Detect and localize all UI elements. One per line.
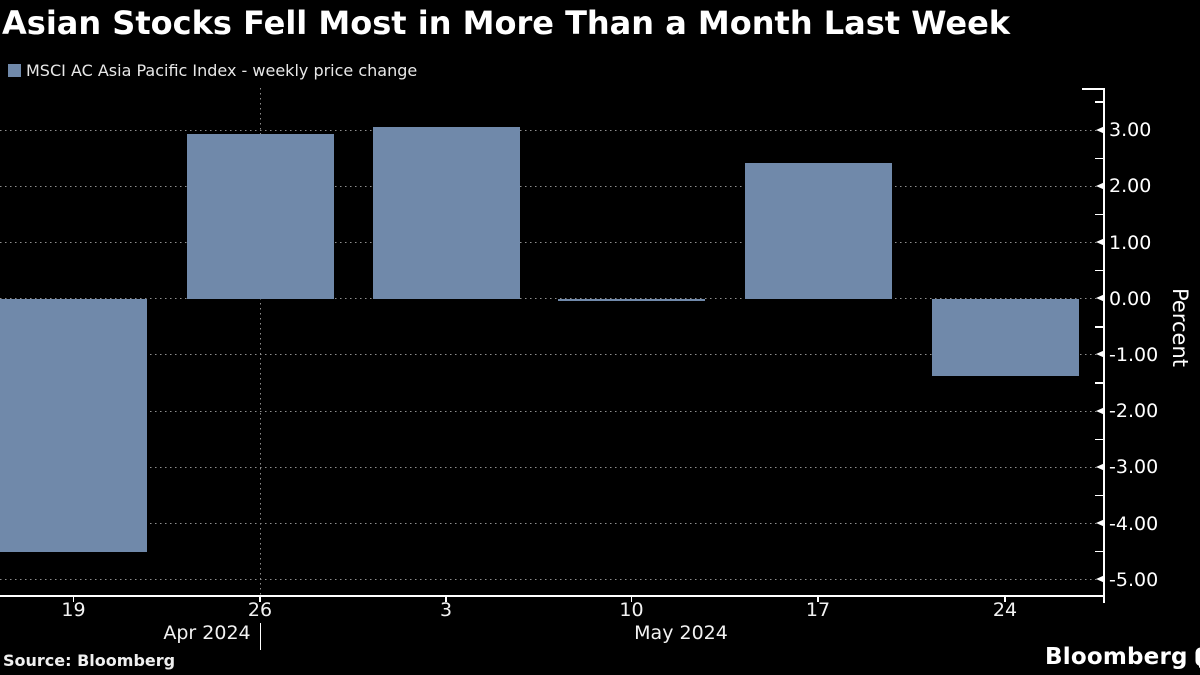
y-major-tick — [1096, 181, 1105, 190]
y-major-tick — [1096, 406, 1105, 415]
y-minor-tick — [1095, 382, 1103, 384]
bar — [744, 162, 892, 299]
y-tick-label: -1.00 — [1109, 343, 1159, 366]
bar — [558, 298, 705, 301]
y-minor-tick — [1095, 326, 1103, 328]
y-tick-label: -5.00 — [1109, 568, 1159, 591]
bar — [931, 298, 1079, 376]
y-axis-title: Percent — [1168, 288, 1192, 368]
legend-label: MSCI AC Asia Pacific Index - weekly pric… — [26, 61, 418, 80]
source-credit: Source: Bloomberg — [3, 651, 176, 670]
legend-swatch-icon — [8, 64, 21, 77]
y-major-tick — [1096, 575, 1105, 584]
y-major-tick — [1096, 462, 1105, 471]
x-tick — [259, 595, 261, 602]
x-tick-label: 24 — [992, 599, 1018, 621]
y-tick-label: 2.00 — [1109, 175, 1152, 198]
x-tick-label: 3 — [439, 599, 453, 621]
y-axis-line — [1103, 88, 1105, 603]
x-tick-label: 17 — [805, 599, 831, 621]
bar — [186, 133, 334, 299]
y-minor-tick — [1095, 269, 1103, 272]
gridline-horizontal — [0, 354, 1103, 356]
gridline-horizontal — [0, 410, 1103, 412]
bloomberg-wordmark: Bloomberg — [1045, 644, 1188, 670]
y-major-tick — [1096, 125, 1105, 134]
bar — [0, 298, 147, 553]
gridline-vertical — [259, 88, 261, 595]
y-tick-label: -3.00 — [1109, 456, 1159, 479]
month-label: Apr 2024 — [163, 622, 251, 644]
bloomberg-logo: Bloomberg — [1045, 644, 1200, 670]
y-tick-label: 3.00 — [1109, 119, 1152, 142]
gridline-horizontal — [0, 129, 1103, 131]
gridline-horizontal — [0, 579, 1103, 581]
gridline-horizontal — [0, 185, 1103, 187]
y-axis-top-cap — [1082, 88, 1104, 90]
x-axis-line — [0, 595, 1105, 597]
y-minor-tick — [1095, 550, 1103, 553]
y-minor-tick — [1095, 157, 1103, 159]
y-minor-tick — [1095, 101, 1103, 103]
gridline-horizontal — [0, 466, 1103, 468]
x-tick — [630, 595, 633, 602]
y-minor-tick — [1095, 494, 1103, 497]
y-tick-label: 0.00 — [1109, 287, 1152, 310]
gridline-horizontal — [0, 242, 1103, 244]
legend: MSCI AC Asia Pacific Index - weekly pric… — [8, 61, 417, 80]
y-tick-label: 1.00 — [1109, 231, 1152, 254]
x-tick — [445, 595, 447, 602]
y-tick-label: -2.00 — [1109, 400, 1159, 423]
y-major-tick — [1096, 519, 1105, 528]
x-tick — [1004, 595, 1006, 602]
plot-area — [0, 88, 1105, 603]
x-tick-label: 10 — [619, 599, 644, 621]
bar — [372, 126, 520, 299]
month-divider-line — [259, 623, 261, 650]
gridline-horizontal — [0, 523, 1103, 525]
x-tick-label: 26 — [247, 599, 273, 621]
y-major-tick — [1096, 294, 1105, 303]
month-label: May 2024 — [634, 622, 728, 644]
chart-title: Asian Stocks Fell Most in More Than a Mo… — [2, 4, 1011, 42]
gridline-horizontal — [0, 298, 1103, 300]
x-tick — [72, 595, 75, 602]
y-major-tick — [1096, 238, 1105, 247]
y-minor-tick — [1095, 213, 1103, 216]
y-tick-label: -4.00 — [1109, 512, 1159, 535]
x-tick-label: 19 — [61, 599, 86, 621]
y-minor-tick — [1095, 438, 1103, 440]
x-tick — [817, 595, 819, 602]
bloomberg-terminal-icon — [1195, 647, 1200, 668]
y-major-tick — [1096, 350, 1105, 359]
